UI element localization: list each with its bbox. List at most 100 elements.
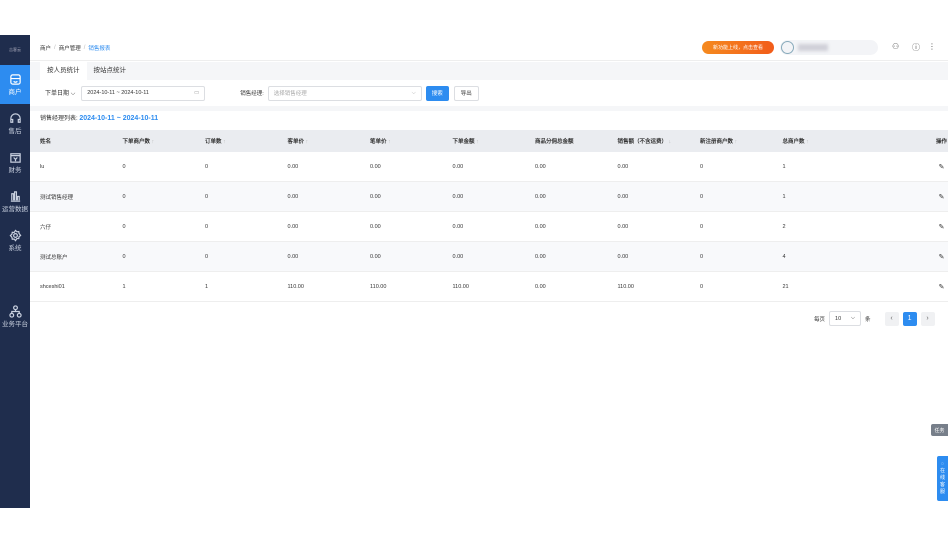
table-row: 六仔 0 0 0.00 0.00 0.00 0.00 0.00 0 2 ✎ bbox=[30, 212, 948, 242]
column-header[interactable]: 下单商户数 ↑ bbox=[122, 139, 155, 145]
table-cell: 0.00 bbox=[617, 163, 629, 170]
table-cell: 0.00 bbox=[617, 253, 629, 260]
table-cell: 0 bbox=[700, 283, 704, 290]
tab-by-site[interactable]: 按站点统计 bbox=[93, 67, 127, 74]
column-header[interactable]: 客单价 ↑ bbox=[287, 139, 309, 145]
sales-table: 姓名 下单商户数 ↑ 订单数 ↑ 客单价 ↑ 笔单价 ↑ 下单金额 ↑ 商品分佣总金额 销售额… bbox=[30, 130, 948, 302]
column-header: 姓名 bbox=[40, 139, 52, 145]
sort-icon[interactable]: ↑ bbox=[474, 139, 479, 145]
table-cell: 0 bbox=[205, 223, 209, 230]
table-cell: 110.00 bbox=[617, 283, 634, 290]
table-cell: 0.00 bbox=[535, 193, 546, 200]
chevron-down-icon: ⌵ bbox=[70, 91, 76, 97]
bar-chart-icon bbox=[10, 191, 20, 202]
table-cell: 0.00 bbox=[287, 253, 299, 260]
table-cell: 0 bbox=[122, 253, 126, 260]
sidebar-item-system[interactable]: 系统 bbox=[0, 221, 30, 260]
headset-icon bbox=[9, 113, 21, 123]
table-cell: 0.00 bbox=[370, 223, 381, 230]
table-row: 测试总账户 0 0 0.00 0.00 0.00 0.00 0.00 0 4 ✎ bbox=[30, 242, 948, 272]
sort-icon[interactable]: ↑ bbox=[386, 139, 391, 145]
table-header: 姓名 下单商户数 ↑ 订单数 ↑ 客单价 ↑ 笔单价 ↑ 下单金额 ↑ 商品分佣总金额 销售额… bbox=[30, 130, 948, 152]
search-button[interactable]: 搜索 bbox=[425, 85, 449, 101]
table-cell: 110.00 bbox=[287, 283, 304, 290]
table-cell: 1 bbox=[782, 193, 786, 200]
table-cell: 0.00 bbox=[535, 163, 546, 170]
prev-page-button[interactable]: ‹ bbox=[884, 311, 899, 326]
manager-label: 销售经理: bbox=[240, 91, 264, 97]
column-header: 操作 bbox=[935, 139, 947, 145]
column-header[interactable]: 销售额（不含运费） ↓ bbox=[617, 139, 672, 145]
user-name-blurred bbox=[798, 44, 828, 51]
table-cell: shceshi01 bbox=[40, 283, 65, 290]
sidebar-item-merchant[interactable]: 商户 bbox=[0, 65, 30, 104]
table-cell: 0.00 bbox=[452, 253, 464, 260]
table-row: 测试销售经理 0 0 0.00 0.00 0.00 0.00 0.00 0 1 ✎ bbox=[30, 182, 948, 212]
sort-icon[interactable]: ↓ bbox=[667, 139, 672, 145]
gear-icon bbox=[9, 229, 21, 242]
online-service-button[interactable]: ◌ 在线客服 bbox=[937, 456, 948, 501]
logo: 吉客云 bbox=[9, 47, 21, 52]
next-page-button[interactable]: › bbox=[920, 311, 935, 326]
table-cell: 0 bbox=[122, 223, 126, 230]
edit-icon[interactable]: ✎ bbox=[938, 193, 945, 201]
tab-by-person[interactable]: 按人员统计 bbox=[40, 62, 87, 80]
table-cell: 0.00 bbox=[287, 223, 299, 230]
table-cell: 0.00 bbox=[535, 223, 546, 230]
table-cell: 0 bbox=[205, 193, 209, 200]
table-cell: 0.00 bbox=[370, 193, 381, 200]
table-row: shceshi01 1 1 110.00 110.00 110.00 0.00 110.00 0… bbox=[30, 272, 948, 302]
date-type-select[interactable]: 下单日期 ⌵ bbox=[45, 91, 76, 97]
edit-icon[interactable]: ✎ bbox=[938, 283, 945, 291]
chevron-down-icon: ⌵ bbox=[411, 89, 416, 96]
column-header[interactable]: 总商户数 ↑ bbox=[782, 139, 809, 145]
table-cell: 0.00 bbox=[535, 283, 546, 290]
table-cell: 0.00 bbox=[287, 163, 299, 170]
table-cell: 0.00 bbox=[617, 223, 629, 230]
app: 吉客云 商户 售后 财务 运营数据 系统 业务平台 商户 / 商户管理 / 销售报表… bbox=[0, 35, 948, 508]
sort-icon[interactable]: ↑ bbox=[804, 139, 809, 145]
chat-icon: ◌ bbox=[941, 461, 944, 467]
sidebar-item-aftersale[interactable]: 售后 bbox=[0, 104, 30, 143]
sort-icon[interactable]: ↑ bbox=[221, 139, 226, 145]
edit-icon[interactable]: ✎ bbox=[938, 163, 945, 171]
task-button[interactable]: 任务 bbox=[931, 424, 948, 436]
sort-icon[interactable]: ↑ bbox=[733, 139, 738, 145]
header: 商户 / 商户管理 / 销售报表 新功能上线，点击查看 ⚇ ⓘ ⋮ bbox=[30, 35, 948, 61]
promo-button[interactable]: 新功能上线，点击查看 bbox=[702, 41, 774, 54]
page-size-select[interactable]: 10 ⌵ bbox=[829, 311, 862, 326]
table-cell: 2 bbox=[782, 223, 786, 230]
column-header[interactable]: 笔单价 ↑ bbox=[370, 139, 391, 145]
sidebar-item-finance[interactable]: 财务 bbox=[0, 143, 30, 182]
edit-icon[interactable]: ✎ bbox=[938, 223, 945, 231]
edit-icon[interactable]: ✎ bbox=[938, 253, 945, 261]
sort-icon[interactable]: ↑ bbox=[150, 139, 155, 145]
table-cell: 1 bbox=[122, 283, 126, 290]
calendar-icon: ▭ bbox=[194, 90, 200, 96]
chevron-down-icon: ⌵ bbox=[850, 315, 856, 321]
column-header[interactable]: 订单数 ↑ bbox=[205, 139, 226, 145]
table-row: lu 0 0 0.00 0.00 0.00 0.00 0.00 0 1 ✎ bbox=[30, 152, 948, 182]
page-1-button[interactable]: 1 bbox=[902, 311, 917, 326]
sort-icon[interactable]: ↑ bbox=[304, 139, 309, 145]
table-cell: 0 bbox=[205, 163, 209, 170]
breadcrumb-merchant-manage[interactable]: 商户管理 bbox=[58, 45, 81, 52]
column-header[interactable]: 新注册商户数 ↑ bbox=[700, 139, 738, 145]
date-range-picker[interactable]: 2024-10-11 ~ 2024-10-11 ▭ bbox=[81, 85, 206, 101]
table-cell: 0 bbox=[700, 223, 704, 230]
column-header[interactable]: 下单金额 ↑ bbox=[452, 139, 479, 145]
manager-select[interactable]: 选择销售经理 ⌵ bbox=[267, 85, 422, 101]
avatar bbox=[781, 41, 794, 54]
sidebar-item-platform[interactable]: 业务平台 bbox=[0, 297, 30, 336]
table-cell: 0 bbox=[122, 163, 126, 170]
export-button[interactable]: 导出 bbox=[453, 85, 479, 101]
help-icon[interactable]: ⓘ bbox=[912, 43, 920, 52]
user-menu[interactable] bbox=[780, 40, 878, 55]
column-header: 商品分佣总金额 bbox=[535, 139, 574, 145]
sidebar-item-operations[interactable]: 运营数据 bbox=[0, 182, 30, 221]
table-cell: 0.00 bbox=[452, 163, 464, 170]
table-cell: 测试总账户 bbox=[40, 254, 68, 261]
breadcrumb-merchant[interactable]: 商户 bbox=[40, 45, 52, 52]
more-icon[interactable]: ⋮ bbox=[928, 42, 936, 51]
user-icon[interactable]: ⚇ bbox=[892, 42, 900, 51]
